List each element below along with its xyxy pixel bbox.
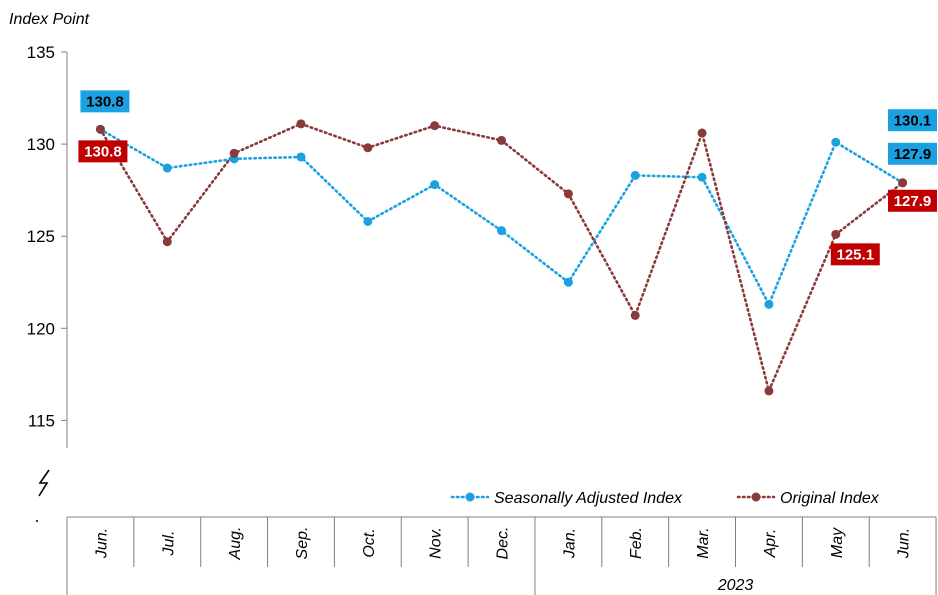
y-tick-label: 125 — [27, 227, 55, 246]
data-point — [430, 180, 440, 190]
y-tick-label: 130 — [27, 135, 55, 154]
x-tick-label: Jul. — [160, 531, 177, 557]
y-tick-label: 135 — [27, 43, 55, 62]
y-tick-label: 115 — [28, 411, 55, 430]
x-tick-label: Feb. — [628, 527, 645, 559]
data-label-box — [830, 243, 880, 266]
data-point — [697, 128, 707, 138]
data-point — [229, 148, 239, 158]
y-tick-label: 120 — [27, 319, 55, 338]
data-point — [95, 124, 105, 134]
legend-label: Original Index — [780, 490, 880, 507]
legend-label: Seasonally Adjusted Index — [494, 490, 683, 507]
data-label-box — [888, 142, 937, 165]
legend-swatch-marker — [751, 492, 761, 502]
data-point — [563, 277, 573, 287]
axis-break-symbol — [36, 469, 50, 522]
x-tick-label: Sep. — [294, 527, 311, 560]
data-point — [296, 119, 306, 129]
axis-break-dot — [36, 520, 38, 522]
series-points — [95, 119, 908, 396]
x-tick-label: Nov. — [428, 527, 445, 559]
x-tick-label: May — [829, 527, 846, 558]
data-point — [764, 386, 774, 396]
data-point — [363, 216, 373, 226]
data-point — [162, 237, 172, 247]
data-point — [898, 178, 908, 188]
y-axis-title: Index Point — [9, 11, 90, 28]
data-point — [630, 170, 640, 180]
data-point — [697, 172, 707, 182]
year-group-label: 2023 — [717, 577, 754, 594]
x-tick-label: Mar. — [695, 527, 712, 558]
data-labels: 130.8 130.1 127.9 130.8 125.1 127.9 — [78, 90, 937, 266]
data-label: 125.1 — [837, 246, 875, 263]
x-tick-label: Jun. — [93, 528, 110, 559]
data-label: 130.8 — [86, 93, 124, 110]
data-point — [162, 163, 172, 173]
x-tick-label: Aug. — [227, 527, 244, 561]
data-label-box — [80, 90, 130, 113]
data-point — [630, 310, 640, 320]
data-point — [831, 229, 841, 239]
y-axis: 115 120 125 130 135 — [27, 43, 68, 448]
x-tick-label: Jan. — [561, 528, 578, 559]
series-lines — [99, 122, 904, 395]
data-label: 127.9 — [894, 146, 932, 163]
series-line — [99, 122, 904, 395]
axis-break-zigzag — [38, 469, 50, 497]
data-point — [296, 152, 306, 162]
data-point — [363, 143, 373, 153]
data-point — [497, 135, 507, 145]
x-tick-label: Dec. — [495, 527, 512, 560]
data-point — [430, 121, 440, 131]
data-label: 130.8 — [84, 143, 122, 160]
series-line — [99, 128, 904, 308]
data-point — [497, 226, 507, 236]
data-label: 130.1 — [894, 112, 932, 129]
data-label: 127.9 — [894, 193, 932, 210]
data-point — [831, 137, 841, 147]
data-point — [563, 189, 573, 199]
x-tick-label: Jun. — [896, 528, 913, 559]
x-tick-label: Apr. — [762, 529, 779, 559]
data-label-box — [888, 189, 937, 212]
x-tick-label: Oct. — [361, 528, 378, 557]
data-label-box — [888, 109, 937, 132]
x-axis: Jun. Jul. Aug. Sep. Oct. Nov. Dec. Jan. Feb. Mar.… — [66, 516, 937, 595]
legend-swatch-marker — [465, 492, 475, 502]
legend: Seasonally Adjusted Index Original Index — [450, 490, 880, 507]
data-label-box — [78, 140, 128, 163]
data-point — [764, 299, 774, 309]
